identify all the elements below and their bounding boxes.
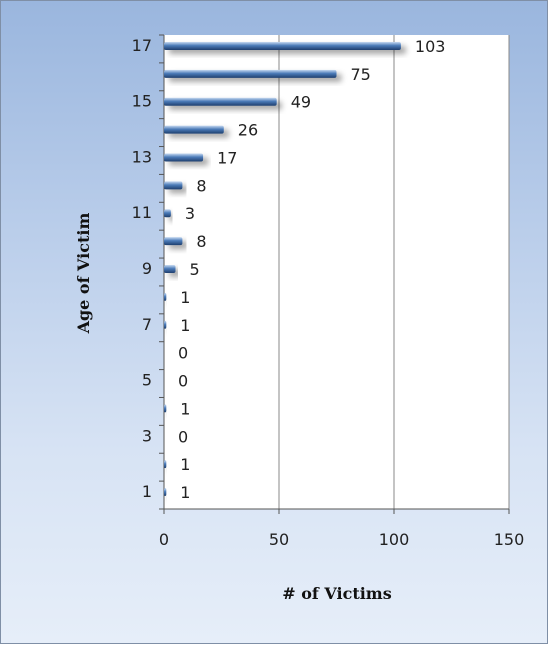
bars [164,41,401,497]
gridlines [278,35,510,509]
data-label-age-14: 26 [238,121,258,140]
y-tick-label-11: 11 [132,203,152,222]
y-tick-label-9: 9 [142,259,152,278]
plot-area [164,35,509,509]
x-tick-label-50: 50 [269,530,289,549]
data-label-age-16: 75 [351,65,371,84]
data-label-age-6: 0 [178,344,188,363]
data-label-age-3: 0 [178,427,188,446]
bar-age-13 [164,153,204,162]
data-label-age-17: 103 [415,37,446,56]
x-tick-label-0: 0 [159,530,169,549]
y-tick-label-15: 15 [132,92,152,111]
data-label-age-9: 5 [190,260,200,279]
y-tick-label-7: 7 [142,315,152,334]
bar-age-2 [164,460,167,469]
bar-age-15 [164,97,277,106]
bar-age-9 [164,265,176,273]
bar-age-8 [164,292,167,301]
data-label-age-5: 0 [178,372,188,391]
y-tick-label-5: 5 [142,371,152,390]
x-tick-label-150: 150 [494,530,525,549]
bar-age-17 [164,41,401,50]
data-label-age-4: 1 [180,399,190,418]
y-tick-label-1: 1 [142,482,152,501]
axes [159,34,510,514]
bar-age-7 [164,320,167,329]
data-label-age-13: 17 [217,148,237,167]
data-label-age-12: 8 [196,176,206,195]
y-tick-label-17: 17 [132,36,152,55]
data-label-age-2: 1 [180,455,190,474]
data-label-age-7: 1 [180,316,190,335]
x-tick-labels: 0 50 100 150 [159,530,524,549]
x-axis-title: # of Victims [282,584,391,603]
bar-age-4 [164,404,167,413]
data-label-age-8: 1 [180,288,190,307]
y-tick-label-3: 3 [142,426,152,445]
bar-age-10 [164,237,183,246]
data-label-age-1: 1 [180,483,190,502]
y-tick-label-13: 13 [132,147,152,166]
x-tick-label-100: 100 [379,530,410,549]
bar-age-12 [164,181,183,190]
data-label-age-10: 8 [196,232,206,251]
bar-age-16 [164,69,337,78]
data-label-age-15: 49 [291,93,311,112]
bar-age-1 [164,488,167,497]
y-axis-title: Age of Victim [74,213,93,335]
data-label-age-11: 3 [185,204,195,223]
bar-age-14 [164,125,224,134]
bar-age-11 [164,209,171,218]
